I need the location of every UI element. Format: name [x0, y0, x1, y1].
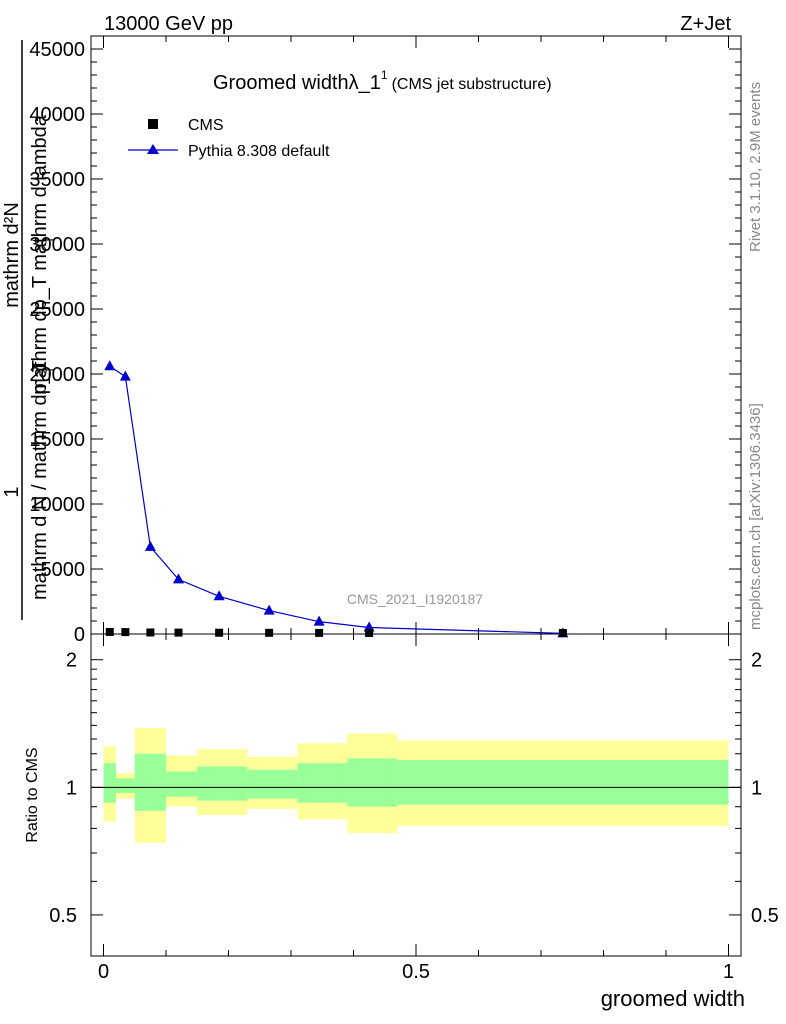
ratio-y-label: Ratio to CMS [24, 747, 41, 842]
legend-pythia-label: Pythia 8.308 default [188, 143, 330, 160]
main-y-tick-label: 25000 [29, 299, 85, 321]
chart-title-sup: 1 [381, 68, 388, 82]
main-y-tick-label: 10000 [29, 494, 85, 516]
legend-pythia-marker [147, 144, 159, 154]
pythia-point [119, 370, 131, 381]
ratio-inner-band-bin [197, 766, 248, 801]
pythia-line [109, 365, 563, 634]
rivet-version-label: Rivet 3.1.10, 2.9M events [747, 82, 764, 252]
process-label: Z+Jet [680, 13, 731, 35]
mcplots-label: mcplots.cern.ch [arXiv:1306.3436] [747, 403, 764, 630]
legend-cms-label: CMS [188, 117, 224, 134]
x-tick-label: 1 [723, 961, 734, 983]
y-label-numerator: mathrm d²N [1, 202, 23, 308]
main-y-tick-label: 45000 [29, 39, 85, 61]
main-y-tick-label: 15000 [29, 429, 85, 451]
cms-point [174, 628, 183, 637]
pythia-point [104, 360, 116, 371]
cms-point [558, 628, 567, 637]
main-y-tick-label: 0 [74, 624, 85, 646]
series-layer [104, 360, 569, 638]
y-label-outer-num: 1 [1, 486, 23, 497]
y-label-sub-t1: T [43, 236, 57, 244]
ratio-bands [91, 728, 741, 843]
ratio-y-axis: 0.5 0.5 1 1 2 2 [49, 650, 779, 927]
ratio-y-tick-label-left: 1 [66, 777, 77, 799]
main-y-tick-label: 35000 [29, 169, 85, 191]
analysis-watermark: CMS_2021_I1920187 [347, 591, 483, 607]
main-y-tick-label: 5000 [41, 559, 86, 581]
main-y-label: mathrm d²N mathrm dp_T mathrm d lambda T… [1, 40, 57, 620]
y-label-outer-den: mathrm d N / mathrm dp_T [29, 360, 51, 600]
chart-title-main: Groomed width [213, 72, 349, 94]
ratio-inner-band-bin [116, 778, 135, 793]
x-tick-label: 0.5 [402, 961, 430, 983]
pythia-point [313, 615, 325, 626]
chart-title-symbol: λ_1 [349, 72, 381, 94]
ratio-inner-band-bin [247, 769, 298, 799]
ratio-inner-band-bin [397, 760, 729, 805]
pythia-point [213, 590, 225, 601]
y-label-denominator: mathrm dp_T mathrm d lambda [29, 114, 51, 395]
pythia-point [263, 604, 275, 615]
ratio-y-tick-label-left: 2 [66, 650, 77, 672]
chart-title-sub: (CMS jet substructure) [392, 76, 552, 93]
ratio-inner-band-bin [103, 763, 116, 803]
cms-point [365, 628, 374, 637]
energy-label: 13000 GeV pp [104, 13, 233, 35]
x-axis: 0 0.5 1 [98, 36, 734, 983]
cms-point [215, 628, 224, 637]
cms-point [121, 628, 130, 637]
pythia-point [144, 540, 156, 551]
ratio-inner-band-bin [134, 753, 166, 811]
y-label-sub-t2: T [43, 366, 57, 374]
ratio-inner-band-bin [297, 763, 348, 803]
ratio-inner-band-bin [166, 771, 198, 797]
ratio-inner-band-bin [347, 758, 398, 807]
main-y-tick-label: 20000 [29, 364, 85, 386]
ratio-y-tick-label-left: 0.5 [49, 905, 77, 927]
x-tick-label: 0 [98, 961, 109, 983]
main-y-tick-label: 40000 [29, 104, 85, 126]
cms-point [105, 627, 114, 636]
cms-point [146, 628, 155, 637]
ratio-y-tick-label-right: 1 [751, 777, 762, 799]
main-y-axis: 0 5000 10000 15000 20000 25000 30000 35000 40000… [29, 39, 741, 646]
ratio-y-tick-label-right: 0.5 [751, 905, 779, 927]
x-axis-label: groomed width [601, 986, 745, 1011]
chart-title: Groomed widthλ_11 (CMS jet substructure) [213, 68, 552, 94]
legend-cms-marker [148, 119, 158, 129]
cms-point [315, 628, 324, 637]
cms-point [265, 628, 274, 637]
main-y-tick-label: 30000 [29, 234, 85, 256]
legend: CMS Pythia 8.308 default [128, 117, 330, 160]
ratio-y-tick-label-right: 2 [751, 650, 762, 672]
pythia-point [173, 573, 184, 584]
